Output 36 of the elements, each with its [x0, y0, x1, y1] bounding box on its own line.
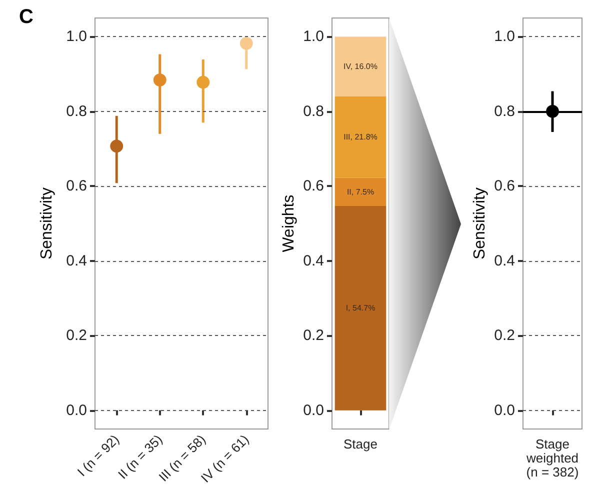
data-label: IV, 16.0% — [344, 62, 378, 72]
point — [240, 36, 253, 50]
point — [110, 140, 124, 153]
bar — [334, 178, 386, 206]
y-tick-label: 0.8 — [66, 102, 87, 120]
y-tick-label: 0.2 — [494, 327, 515, 344]
y-tick-label: 0.0 — [494, 402, 515, 419]
y-tick-label: 0.2 — [303, 327, 324, 344]
bar — [334, 36, 386, 96]
y-axis-title: Weights — [280, 194, 298, 252]
y-tick-label: 1.0 — [66, 28, 87, 46]
x-tick-label: Stage — [344, 436, 378, 452]
y-tick-label: 0.8 — [303, 102, 324, 120]
y-tick-label: 0.0 — [66, 402, 87, 419]
x-tick-label: Stage weighted (n = 382) — [525, 436, 579, 480]
y-tick-label: 0.8 — [494, 102, 515, 120]
chart-title: C — [19, 6, 34, 28]
y-tick-label: 0.4 — [66, 252, 87, 270]
y-tick-label: 1.0 — [494, 28, 515, 46]
y-axis-title: Sensitivity — [472, 187, 488, 260]
bar — [334, 206, 386, 410]
point — [153, 74, 166, 87]
y-tick-label: 0.6 — [494, 178, 515, 195]
data-label: III, 21.8% — [344, 132, 378, 142]
data-label: II, 7.5% — [346, 187, 374, 196]
y-tick-label: 0.6 — [303, 178, 324, 195]
y-tick-label: 0.6 — [66, 178, 87, 195]
y-tick-label: 0.4 — [303, 252, 324, 270]
point — [196, 76, 210, 89]
y-tick-label: 0.4 — [494, 252, 515, 270]
y-tick-label: 0.0 — [303, 402, 324, 419]
y-tick-label: 0.2 — [66, 327, 87, 344]
bar — [334, 96, 386, 178]
y-axis-title: Sensitivity — [38, 187, 56, 260]
y-tick-label: 1.0 — [303, 28, 324, 46]
data-label: I, 54.7% — [346, 304, 376, 313]
